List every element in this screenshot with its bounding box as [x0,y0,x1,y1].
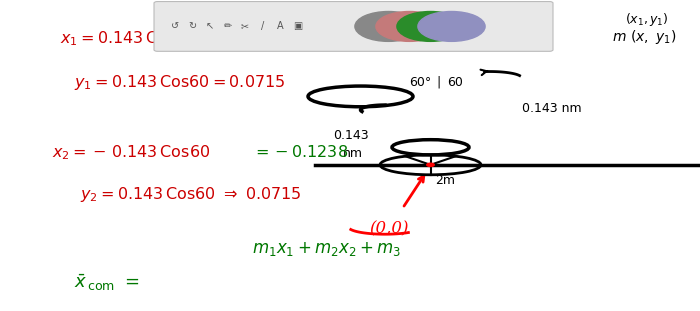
Text: $x_2 = -\,0.143\,\mathrm{Cos}60$: $x_2 = -\,0.143\,\mathrm{Cos}60$ [52,143,211,162]
Text: $= -0.1238$: $= -0.1238$ [252,144,348,160]
Text: 60: 60 [447,76,463,89]
Text: ✂: ✂ [241,21,249,31]
Circle shape [427,163,434,166]
Text: 60°: 60° [409,76,431,89]
Text: $(x_1, y_1)$: $(x_1, y_1)$ [625,11,668,28]
Text: A: A [276,21,284,31]
Circle shape [355,12,422,41]
Text: |: | [437,76,441,89]
FancyBboxPatch shape [154,2,553,51]
Text: $m_1 x_1 + m_2 x_2 + m_3$: $m_1 x_1 + m_2 x_2 + m_3$ [252,240,401,258]
Text: $x_1 = 0.143\,\mathrm{Cos}60\ \Rightarrow\ 0.01...$: $x_1 = 0.143\,\mathrm{Cos}60\ \Rightarro… [60,30,282,48]
Text: 0.143: 0.143 [334,129,369,142]
Text: /: / [261,21,264,31]
Text: $\bar{x}_{\,\mathrm{com}}\ =$: $\bar{x}_{\,\mathrm{com}}\ =$ [74,273,139,293]
Circle shape [418,12,485,41]
Text: ✏: ✏ [223,21,232,31]
Text: nm: nm [343,147,363,160]
Text: ↖: ↖ [206,21,214,31]
Circle shape [376,12,443,41]
Text: $y_2 = 0.143\,\mathrm{Cos}60\ \Rightarrow\ 0.0715$: $y_2 = 0.143\,\mathrm{Cos}60\ \Rightarro… [80,185,302,204]
Circle shape [397,12,464,41]
Text: $m\ (x,\ y_1)$: $m\ (x,\ y_1)$ [612,28,677,46]
Text: (0,0): (0,0) [369,220,408,237]
Text: ↺: ↺ [171,21,179,31]
Text: ▣: ▣ [293,21,302,31]
Text: 0.143 nm: 0.143 nm [522,102,581,115]
Text: $y_1 = 0.143\,\mathrm{Cos}60 = 0.0715$: $y_1 = 0.143\,\mathrm{Cos}60 = 0.0715$ [74,73,285,92]
Text: 2m: 2m [435,174,456,187]
Text: ↻: ↻ [188,21,197,31]
